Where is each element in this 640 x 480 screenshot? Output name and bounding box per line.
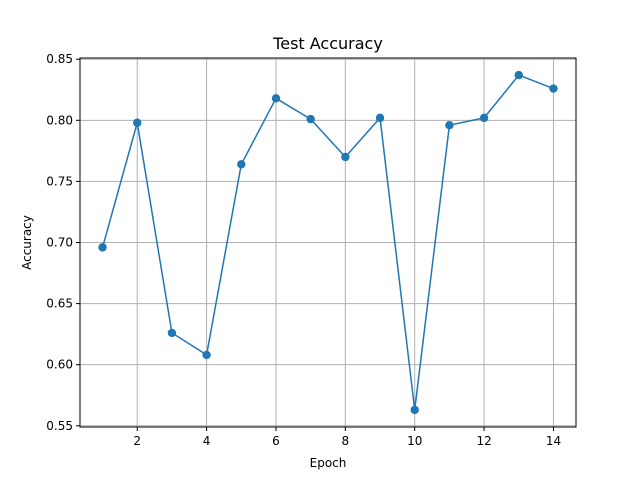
- data-point: [549, 84, 558, 93]
- y-tick-label: 0.75: [46, 174, 73, 188]
- data-point: [98, 243, 107, 252]
- y-tick-label: 0.70: [46, 236, 73, 250]
- data-point: [237, 160, 246, 169]
- y-tick-label: 0.65: [46, 297, 73, 311]
- x-tick-label: 8: [342, 434, 350, 448]
- data-point: [202, 350, 211, 360]
- data-point: [375, 113, 385, 123]
- x-tick-label: 14: [546, 434, 561, 448]
- data-point: [410, 405, 419, 415]
- chart-title: Test Accuracy: [272, 34, 383, 53]
- x-tick-label: 2: [133, 434, 141, 448]
- y-axis-label: Accuracy: [20, 215, 34, 270]
- grid: [80, 58, 576, 427]
- data-point: [514, 70, 523, 80]
- x-tick-label: 10: [407, 434, 422, 448]
- y-tick-label: 0.80: [46, 113, 73, 127]
- x-tick-label: 12: [476, 434, 491, 448]
- data-point: [306, 114, 315, 124]
- data-point: [479, 113, 489, 123]
- ticks: 2 4 6 8 10 12 14 0.55 0.60 0.65 0.70 0.75 0.80 0.85: [46, 52, 561, 448]
- data-point: [445, 121, 454, 130]
- x-tick-label: 6: [272, 434, 280, 448]
- y-tick-label: 0.60: [46, 358, 73, 372]
- y-tick-label: 0.85: [46, 52, 73, 66]
- data-point: [133, 118, 142, 127]
- series-layer: [98, 70, 558, 415]
- y-tick-label: 0.55: [46, 419, 73, 433]
- data-point: [167, 328, 177, 338]
- series-line: [101, 74, 554, 411]
- x-axis-label: Epoch: [310, 456, 347, 470]
- data-point: [341, 152, 350, 162]
- data-point: [271, 94, 281, 103]
- x-tick-label: 4: [203, 434, 211, 448]
